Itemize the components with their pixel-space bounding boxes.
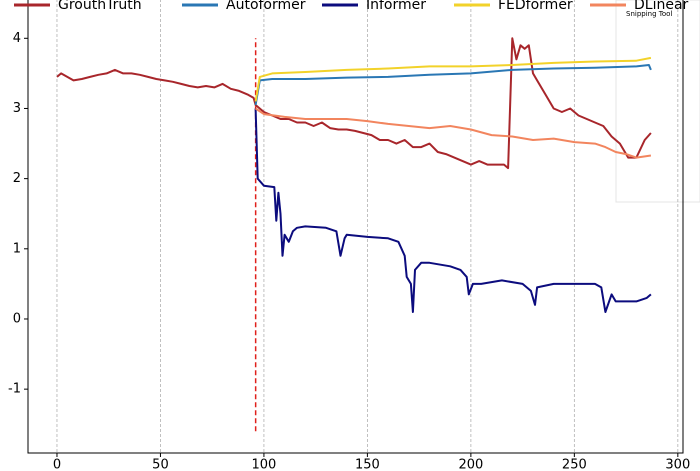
y-tick-label: -1 (8, 382, 21, 397)
x-tick-label: 300 (665, 458, 690, 471)
x-tick-label: 150 (355, 458, 380, 471)
legend-label: GrouthTruth (58, 0, 142, 13)
legend-label: Informer (366, 0, 426, 13)
y-tick-label: 3 (13, 101, 21, 116)
y-tick-label: 2 (13, 171, 21, 186)
series-line (254, 56, 652, 102)
x-tick-label: 250 (562, 458, 587, 471)
legend-label: Autoformer (226, 0, 306, 13)
legend-label: FEDformer (498, 0, 573, 13)
series-line (254, 108, 652, 313)
series-line (56, 37, 652, 170)
x-tick-label: 50 (152, 458, 169, 471)
y-tick-label: 0 (13, 311, 21, 326)
series-line (255, 107, 652, 159)
x-tick-label: 0 (53, 458, 61, 471)
x-tick-label: 100 (252, 458, 277, 471)
series-line (254, 64, 652, 106)
legend-label: DLinear (634, 0, 689, 13)
overlay-text: Snipping Tool (626, 10, 672, 18)
overlay-panel (615, 0, 700, 203)
y-tick-label: 4 (13, 31, 21, 46)
y-tick-label: 1 (13, 241, 21, 256)
x-tick-label: 200 (458, 458, 483, 471)
plot-frame (27, 0, 684, 454)
